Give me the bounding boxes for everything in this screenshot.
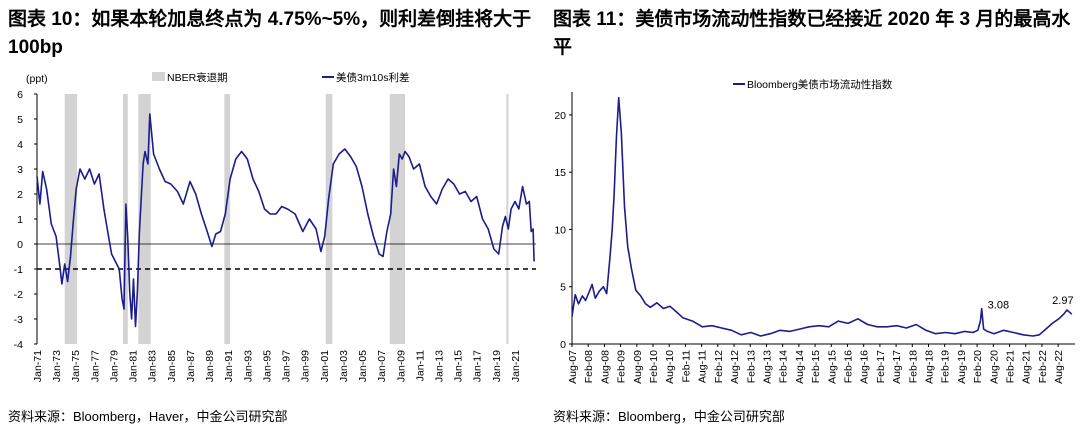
- x-tick-label: Aug-19: [956, 350, 968, 384]
- x-tick-label: Jan-87: [185, 350, 197, 382]
- chart-liquidity-index: 0 5 10 15 20 Aug-07 Feb-08 Aug-08 Feb-09 Aug-09 Fe…: [554, 78, 1075, 384]
- x-tick-label: Aug-14: [794, 350, 806, 384]
- series-line-3m10s-spread: [36, 113, 535, 328]
- x-tick-label: Feb-19: [940, 350, 952, 383]
- x-tick-label: Aug-16: [859, 350, 871, 384]
- y-tick-label: 0: [560, 339, 566, 351]
- x-tick-label: Aug-21: [1021, 350, 1033, 384]
- x-tick-label: Jan-21: [510, 350, 522, 382]
- x-tick-label: Jan-77: [89, 350, 101, 382]
- y-tick-label: 1: [17, 214, 23, 226]
- x-tick-label: Feb-11: [680, 350, 692, 383]
- x-tick-label: Feb-16: [842, 350, 854, 383]
- figure-10-panel: 图表 10：如果本轮加息终点为 4.75%~5%，则利差倒挂将大于 100bp …: [8, 9, 536, 424]
- figure-10-title: 图表 10：如果本轮加息终点为 4.75%~5%，则利差倒挂将大于 100bp: [8, 9, 532, 58]
- x-tick-label: Aug-11: [697, 350, 709, 383]
- y-tick-label: -4: [14, 339, 23, 351]
- y-tick-label: 15: [554, 167, 566, 179]
- figure-10-source: 资料来源：Bloomberg，Haver，中金公司研究部: [8, 409, 288, 424]
- x-tick-label: Jan-19: [491, 350, 503, 382]
- x-tick-label: Jan-75: [70, 350, 82, 382]
- recession-bar: [325, 94, 333, 344]
- x-tick-label: Jan-07: [376, 350, 388, 382]
- x-tick-label: Jan-93: [242, 350, 254, 382]
- y-tick-label: 5: [17, 114, 23, 126]
- x-tick-label: Feb-10: [648, 350, 660, 383]
- x-tick-label: Feb-17: [875, 350, 887, 383]
- x-tick-label: Feb-14: [778, 350, 790, 383]
- recession-bar: [224, 94, 231, 344]
- recession-bar: [389, 94, 406, 344]
- y-tick-label: 3: [17, 164, 23, 176]
- x-tick-label: Jan-83: [147, 350, 159, 382]
- x-tick-label: Aug-10: [664, 350, 676, 384]
- x-tick-label: Feb-12: [713, 350, 725, 383]
- x-tick-label: Jan-01: [319, 350, 331, 382]
- x-tick-label: Jan-71: [32, 350, 44, 382]
- y-tick-label: 6: [17, 89, 23, 101]
- x-tick-label: Feb-20: [972, 350, 984, 383]
- chart-3m10s-spread: 6 5 4 3 2 1 0 -1 -2 -3 -4 Jan-71 Jan-73 Jan-75 Jan-77 J…: [14, 71, 536, 382]
- figure-11-title: 图表 11：美债市场流动性指数已经接近 2020 年 3 月的最高水平: [553, 9, 1071, 58]
- figure-11-source: 资料来源：Bloomberg，中金公司研究部: [553, 409, 785, 424]
- x-tick-label: Aug-07: [567, 350, 579, 384]
- x-tick-label: Feb-09: [616, 350, 628, 383]
- x-tick-label: Jan-03: [338, 350, 350, 382]
- x-tick-label: Jan-89: [204, 350, 216, 382]
- legend-label-liquidity: Bloomberg美债市场流动性指数: [747, 78, 893, 91]
- data-label-2-97: 2.97: [1052, 295, 1073, 307]
- x-tick-label: Jan-17: [472, 350, 484, 382]
- y-tick-label: 5: [560, 282, 566, 294]
- x-tick-label: Aug-13: [761, 350, 773, 384]
- x-tick-label: Jan-09: [395, 350, 407, 382]
- y-tick-label: 10: [554, 224, 566, 236]
- legend-label-spread: 美债3m10s利差: [336, 71, 410, 84]
- x-tick-label: Jan-11: [414, 350, 426, 381]
- x-tick-label: Jan-05: [357, 350, 369, 382]
- x-tick-label: Feb-15: [810, 350, 822, 383]
- x-tick-label: Feb-13: [745, 350, 757, 383]
- x-tick-label: Jan-85: [166, 350, 178, 382]
- x-tick-label: Jan-99: [300, 350, 312, 382]
- x-tick-label: Feb-08: [583, 350, 595, 383]
- x-tick-label: Feb-21: [1005, 350, 1017, 383]
- x-tick-label: Feb-18: [907, 350, 919, 383]
- y-tick-label: -3: [14, 314, 23, 326]
- y-tick-label: 20: [554, 110, 566, 122]
- x-tick-label: Jan-79: [108, 350, 120, 382]
- recession-bar: [64, 94, 78, 344]
- x-tick-label: Aug-22: [1053, 350, 1065, 384]
- x-tick-label: Jan-95: [261, 350, 273, 382]
- y-tick-label: 2: [17, 189, 23, 201]
- x-tick-label: Aug-18: [924, 350, 936, 384]
- data-label-3-08: 3.08: [988, 300, 1009, 312]
- x-tick-label: Jan-97: [281, 350, 293, 382]
- x-tick-label: Jan-73: [51, 350, 63, 382]
- x-tick-label: Aug-08: [599, 350, 611, 384]
- legend-label-recession: NBER衰退期: [167, 71, 228, 84]
- x-tick-label: Aug-17: [891, 350, 903, 384]
- x-tick-label: Aug-09: [632, 350, 644, 384]
- x-tick-label: Aug-15: [826, 350, 838, 384]
- y-tick-label: -1: [14, 264, 23, 276]
- x-tick-label: Feb-22: [1037, 350, 1049, 383]
- x-tick-label: Jan-91: [223, 350, 235, 382]
- y-tick-label: -2: [14, 289, 23, 301]
- x-tick-label: Jan-81: [128, 350, 140, 382]
- x-tick-label: Aug-20: [988, 350, 1000, 384]
- recession-bar: [506, 94, 509, 344]
- y-tick-label: 4: [17, 139, 23, 151]
- x-tick-label: Jan-15: [453, 350, 465, 382]
- x-tick-label: Jan-13: [433, 350, 445, 382]
- y-tick-label: 0: [17, 239, 23, 251]
- series-line-liquidity-index: [571, 96, 1073, 337]
- x-tick-label: Aug-12: [729, 350, 741, 384]
- legend-swatch-recession: [152, 72, 165, 81]
- y-unit-label: (ppt): [26, 73, 48, 85]
- figure-11-panel: 图表 11：美债市场流动性指数已经接近 2020 年 3 月的最高水平 0 5 10…: [545, 0, 1080, 429]
